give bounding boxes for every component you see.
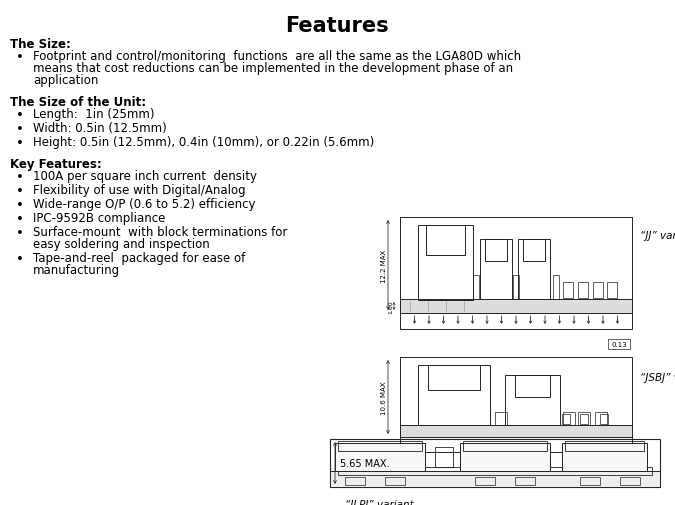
Text: 1.60: 1.60 xyxy=(388,299,393,313)
Bar xyxy=(562,443,647,471)
Text: manufacturing: manufacturing xyxy=(33,264,120,276)
Text: 5.65 MAX.: 5.65 MAX. xyxy=(340,458,389,468)
Bar xyxy=(400,358,632,452)
Text: 10.6 MAX: 10.6 MAX xyxy=(381,380,387,414)
Text: The Size of the Unit:: The Size of the Unit: xyxy=(10,96,146,109)
Bar xyxy=(428,365,480,390)
Text: •: • xyxy=(16,51,24,64)
Bar xyxy=(553,275,559,299)
Text: “JLPJ” variant: “JLPJ” variant xyxy=(345,499,414,505)
Bar xyxy=(562,414,570,424)
Bar xyxy=(595,412,607,425)
Text: means that cost reductions can be implemented in the development phase of an: means that cost reductions can be implem… xyxy=(33,62,513,75)
Bar xyxy=(495,412,507,425)
Text: •: • xyxy=(16,213,24,226)
Text: 100A per square inch current  density: 100A per square inch current density xyxy=(33,170,257,183)
Bar xyxy=(580,477,600,485)
Bar xyxy=(505,375,560,425)
Bar xyxy=(335,443,425,471)
Bar xyxy=(463,441,547,451)
Bar xyxy=(513,275,519,299)
Bar xyxy=(600,414,608,424)
Bar xyxy=(418,365,490,425)
Text: easy soldering and inspection: easy soldering and inspection xyxy=(33,237,210,250)
Bar xyxy=(523,239,545,262)
Text: Surface-mount  with block terminations for: Surface-mount with block terminations fo… xyxy=(33,226,288,238)
Text: Length:  1in (25mm): Length: 1in (25mm) xyxy=(33,108,155,121)
Bar xyxy=(593,282,603,298)
Text: •: • xyxy=(16,252,24,266)
Bar xyxy=(435,447,453,467)
Text: “JSBJ” variant: “JSBJ” variant xyxy=(640,372,675,382)
Bar xyxy=(607,282,617,298)
Bar xyxy=(338,441,422,451)
Text: •: • xyxy=(16,171,24,184)
Bar xyxy=(563,412,575,425)
Text: Tape-and-reel  packaged for ease of: Tape-and-reel packaged for ease of xyxy=(33,251,245,265)
Text: IPC-9592B compliance: IPC-9592B compliance xyxy=(33,212,165,225)
Bar xyxy=(608,339,630,349)
Bar xyxy=(385,477,405,485)
Bar xyxy=(515,477,535,485)
Bar xyxy=(400,218,632,329)
Bar xyxy=(578,282,588,298)
Bar xyxy=(515,375,550,397)
Bar xyxy=(620,477,640,485)
Text: •: • xyxy=(16,137,24,149)
Text: application: application xyxy=(33,74,99,87)
Text: •: • xyxy=(16,227,24,239)
Text: Footprint and control/monitoring  functions  are all the same as the LGA80D whic: Footprint and control/monitoring functio… xyxy=(33,50,521,63)
Text: Width: 0.5in (12.5mm): Width: 0.5in (12.5mm) xyxy=(33,122,167,135)
Text: •: • xyxy=(16,109,24,122)
Text: Key Features:: Key Features: xyxy=(10,158,102,171)
Bar xyxy=(338,467,652,475)
Bar xyxy=(460,443,550,471)
Bar xyxy=(418,226,473,300)
Text: 0.13: 0.13 xyxy=(611,341,627,347)
Bar xyxy=(563,282,573,298)
Bar xyxy=(400,299,632,314)
Bar xyxy=(345,477,365,485)
Bar xyxy=(518,239,550,299)
Bar xyxy=(400,425,632,437)
Text: The Size:: The Size: xyxy=(10,38,71,51)
Text: •: • xyxy=(16,123,24,136)
Bar xyxy=(580,414,588,424)
Bar xyxy=(473,275,479,299)
Text: Features: Features xyxy=(285,16,389,36)
Text: “JJ” variant: “JJ” variant xyxy=(640,231,675,240)
Text: Height: 0.5in (12.5mm), 0.4in (10mm), or 0.22in (5.6mm): Height: 0.5in (12.5mm), 0.4in (10mm), or… xyxy=(33,136,374,148)
Text: Wide-range O/P (0.6 to 5.2) efficiency: Wide-range O/P (0.6 to 5.2) efficiency xyxy=(33,197,256,211)
Bar xyxy=(578,412,590,425)
Bar xyxy=(330,439,660,487)
Bar xyxy=(485,239,507,262)
Text: •: • xyxy=(16,185,24,197)
Text: Flexibility of use with Digital/Analog: Flexibility of use with Digital/Analog xyxy=(33,184,246,196)
Text: •: • xyxy=(16,198,24,212)
Bar xyxy=(565,441,644,451)
Bar xyxy=(426,226,465,256)
Bar xyxy=(480,239,512,299)
Bar xyxy=(330,471,660,487)
Text: 12.2 MAX: 12.2 MAX xyxy=(381,249,387,282)
Bar xyxy=(475,477,495,485)
